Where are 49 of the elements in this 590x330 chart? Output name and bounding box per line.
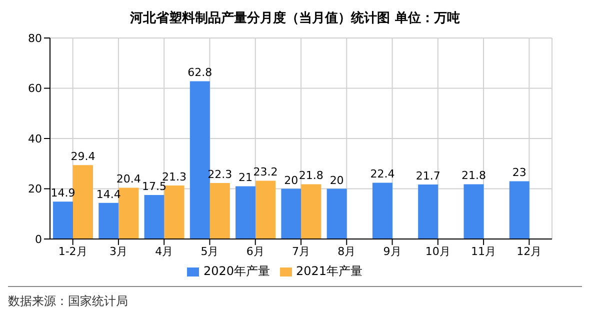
bar [98, 202, 119, 239]
x-tick-label: 12月 [516, 244, 542, 258]
x-tick-label: 3月 [109, 244, 128, 258]
bar [118, 188, 139, 239]
x-tick-label: 4月 [155, 244, 174, 258]
data-label: 20 [330, 174, 344, 187]
x-tick-label: 11月 [471, 244, 496, 258]
bar [210, 182, 230, 239]
y-tick-label: 20 [28, 182, 42, 196]
data-label: 22.4 [370, 168, 395, 181]
bar [281, 188, 302, 239]
x-tick-label: 5月 [200, 244, 219, 258]
bar [73, 165, 93, 239]
y-tick-label: 40 [28, 132, 42, 146]
x-tick-label: 7月 [292, 244, 310, 258]
x-tick-label: 10月 [425, 244, 450, 258]
bar [164, 185, 184, 239]
bar [464, 184, 484, 239]
data-label: 29.4 [70, 150, 96, 164]
bar [53, 202, 73, 239]
bar [509, 181, 530, 239]
data-label: 21.8 [298, 169, 324, 182]
bar [301, 184, 322, 239]
data-label: 20 [284, 174, 298, 187]
data-label: 21.8 [461, 169, 486, 182]
bar [418, 184, 438, 239]
data-label: 23.2 [253, 166, 278, 179]
data-label: 21.7 [416, 169, 440, 182]
data-label: 20.4 [116, 172, 141, 186]
bar [326, 188, 347, 239]
source-note: 数据来源：国家统计局 [8, 294, 128, 308]
bar [236, 186, 256, 239]
data-label: 21 [238, 171, 253, 184]
x-tick-label: 1-2月 [58, 244, 88, 258]
y-tick-label: 80 [28, 32, 42, 45]
x-tick-label: 6月 [246, 244, 264, 258]
legend-label: 2020年产量 [203, 264, 270, 278]
data-label: 23 [512, 166, 526, 180]
x-tick-label: 9月 [383, 244, 402, 258]
y-tick-label: 0 [35, 232, 42, 246]
bar [190, 81, 210, 239]
x-tick-label: 8月 [338, 244, 356, 258]
chart-title: 河北省塑料制品产量分月度（当月值）统计图 单位：万吨 [129, 10, 461, 28]
data-label: 62.8 [188, 66, 212, 80]
y-tick-label: 60 [28, 82, 42, 96]
bar [144, 195, 164, 239]
bar [256, 180, 276, 239]
legend-label: 2021年产量 [296, 264, 363, 278]
bar [372, 182, 392, 239]
